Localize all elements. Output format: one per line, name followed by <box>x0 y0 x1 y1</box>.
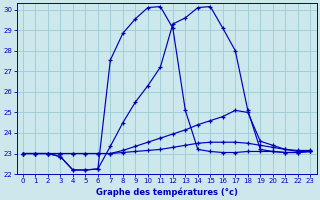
X-axis label: Graphe des températures (°c): Graphe des températures (°c) <box>96 187 237 197</box>
